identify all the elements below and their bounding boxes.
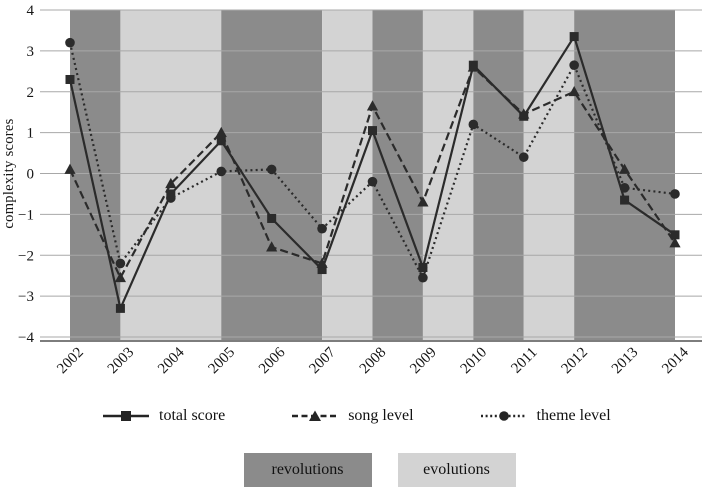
y-tick-label: −3 [18,289,34,305]
x-tick-label: 2003 [105,345,138,378]
y-tick-label: 3 [27,44,35,60]
data-point-theme-level [619,183,630,193]
x-tick-label: 2010 [458,345,491,378]
band-revolutions [70,10,121,340]
series-legend: total score song level theme level [0,403,703,429]
data-point-theme-level [569,60,579,70]
band-evolutions [322,10,373,340]
y-tick-label: −2 [18,248,34,264]
data-point-theme-level [216,166,227,177]
x-tick-label: 2013 [609,345,642,378]
band-revolutions [221,10,323,340]
data-point-theme-level [418,272,428,283]
legend-label-total-score: total score [159,407,226,424]
circle-marker-icon [480,411,527,421]
y-tick-label: −1 [18,207,34,223]
data-point-theme-level [115,258,126,269]
x-tick-label: 2011 [508,345,540,377]
data-point-total-score [368,126,377,136]
x-tick-label: 2002 [54,345,87,378]
y-tick-label: −4 [18,330,34,346]
data-point-song-level [366,100,379,111]
data-point-song-level [669,237,681,248]
data-point-song-level [518,108,530,119]
data-point-theme-level [367,176,378,187]
data-point-theme-level [65,37,75,48]
x-tick-label: 2005 [206,345,239,378]
legend-item-total-score: total score [102,407,225,425]
data-point-theme-level [266,164,277,175]
y-tick-label: 2 [27,85,35,101]
data-point-theme-level [468,119,479,130]
data-point-total-score [216,136,226,146]
data-point-total-score [65,74,75,84]
data-point-song-level [266,241,278,252]
data-point-song-level [64,163,76,174]
x-tick-label: 2007 [306,344,339,377]
data-point-song-level [467,61,479,72]
data-point-total-score [569,32,579,42]
y-tick-label: 0 [27,167,35,183]
x-tick-label: 2014 [659,344,692,377]
x-tick-label: 2006 [256,344,289,377]
y-axis-title: complexity scores [1,118,17,228]
band-legend: revolutions evolutions [28,453,703,487]
data-point-theme-level [317,223,327,234]
data-point-total-score [115,303,125,313]
data-point-total-score [670,230,680,240]
band-evolutions [422,10,474,340]
legend-item-theme-level: theme level [480,407,611,425]
x-tick-label: 2004 [155,344,188,377]
data-point-song-level [417,196,429,207]
data-point-total-score [418,263,428,273]
swatch-label-evolutions: evolutions [423,461,490,478]
square-marker-icon [103,411,149,421]
data-point-song-level [165,177,177,189]
data-point-theme-level [166,193,176,203]
x-tick-label: 2012 [558,345,591,378]
data-point-total-score [317,265,327,275]
y-tick-label: 1 [27,126,35,142]
triangle-marker-icon [292,410,339,421]
legend-label-theme-level: theme level [536,407,611,424]
band-revolutions [574,10,675,340]
band-revolutions [473,10,524,340]
data-point-theme-level [670,189,680,199]
data-point-song-level [215,126,227,138]
data-point-total-score [267,213,277,223]
data-point-song-level [568,85,580,97]
legend-label-song-level: song level [348,407,414,424]
band-evolutions [120,10,222,340]
band-revolutions [372,10,423,340]
legend-swatch-revolutions: revolutions [243,453,372,487]
data-point-song-level [114,271,127,283]
data-point-song-level [316,257,328,268]
data-point-theme-level [518,152,529,162]
y-tick-label: 4 [27,3,35,19]
data-point-total-score [620,195,630,205]
line-chart-canvas: 4 3 2 1 0 −1 −2 −3 −4 complexity scores 2002 2003 20… [1,3,702,378]
band-evolutions [523,10,575,340]
swatch-label-revolutions: revolutions [271,461,344,478]
legend-item-song-level: song level [291,407,414,425]
data-point-song-level [618,163,631,174]
x-tick-label: 2009 [407,345,440,378]
legend-swatch-evolutions: evolutions [397,453,516,487]
x-tick-label: 2008 [357,345,390,378]
